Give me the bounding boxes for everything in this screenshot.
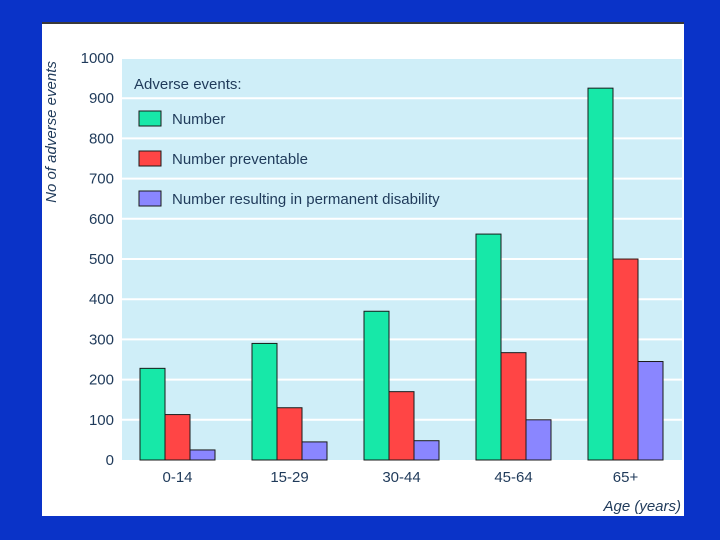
legend-label: Number resulting in permanent disability <box>172 191 440 208</box>
y-tick-label: 700 <box>89 171 114 188</box>
bar-45-64-number-resulting-in-permanent-disability <box>525 419 552 461</box>
legend-swatch <box>138 150 162 167</box>
y-tick-label: 0 <box>106 452 114 469</box>
bar-65+-number <box>587 87 614 461</box>
x-tick-labels: 0-14 15-29 30-44 45-64 65+ <box>162 469 638 486</box>
legend-title: Adverse events: <box>134 76 242 93</box>
x-tick-label: 0-14 <box>162 469 192 486</box>
y-axis-label: No of adverse events <box>43 61 60 203</box>
bar-15-29-number-preventable <box>276 407 303 461</box>
legend-swatch <box>138 190 162 207</box>
y-tick-label: 500 <box>89 251 114 268</box>
y-tick-label: 900 <box>89 90 114 107</box>
bar-45-64-number <box>475 233 502 461</box>
bar-30-44-number-resulting-in-permanent-disability <box>413 440 440 461</box>
bar-65+-number-preventable <box>612 258 639 461</box>
bar-0-14-number-preventable <box>164 414 191 461</box>
bar-65+-number-resulting-in-permanent-disability <box>637 361 664 461</box>
y-tick-label: 100 <box>89 412 114 429</box>
card-top-border <box>42 22 684 24</box>
legend-label: Number preventable <box>172 151 308 168</box>
legend-label: Number <box>172 111 225 128</box>
y-tick-label: 800 <box>89 130 114 147</box>
x-tick-label: 30-44 <box>382 469 420 486</box>
x-tick-label: 45-64 <box>494 469 532 486</box>
y-tick-label: 400 <box>89 291 114 308</box>
bars <box>139 87 664 461</box>
x-tick-label: 15-29 <box>270 469 308 486</box>
legend-swatch <box>138 110 162 127</box>
bar-0-14-number <box>139 367 166 461</box>
y-tick-label: 1000 <box>81 50 114 67</box>
y-tick-label: 200 <box>89 372 114 389</box>
y-tick-label: 600 <box>89 211 114 228</box>
x-axis-label: Age (years) <box>602 498 681 515</box>
bar-0-14-number-resulting-in-permanent-disability <box>189 449 216 461</box>
bar-30-44-number <box>363 310 390 461</box>
bar-15-29-number <box>251 342 278 461</box>
bar-30-44-number-preventable <box>388 391 415 461</box>
legend: Adverse events: Number Number preventable… <box>134 76 440 208</box>
y-tick-label: 300 <box>89 331 114 348</box>
bar-45-64-number-preventable <box>500 352 527 461</box>
x-tick-label: 65+ <box>613 469 639 486</box>
y-tick-labels: 0 100 200 300 400 500 600 700 800 900 1000 <box>81 50 114 469</box>
bar-15-29-number-resulting-in-permanent-disability <box>301 441 328 461</box>
